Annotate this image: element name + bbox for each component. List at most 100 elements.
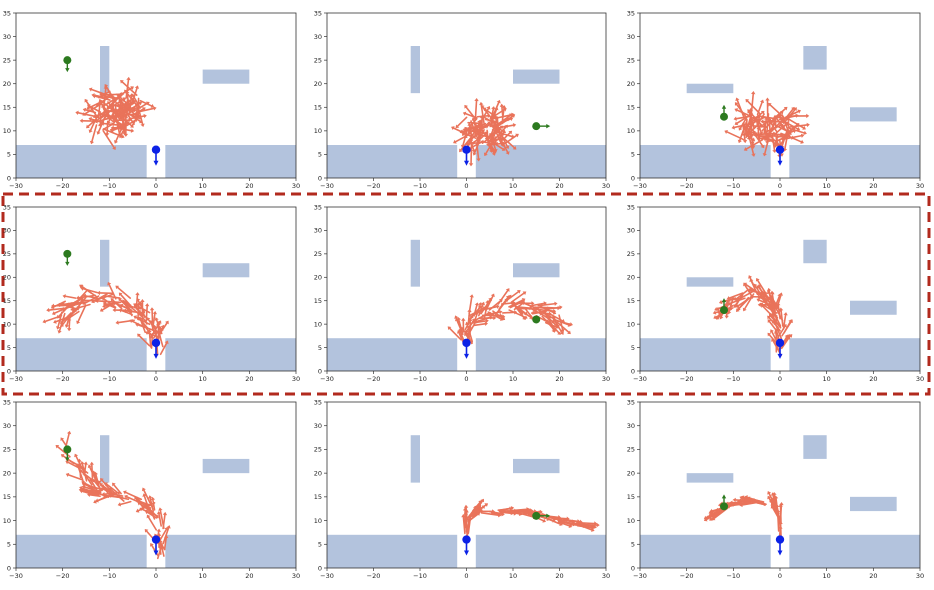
x-tick-label: −30: [320, 572, 334, 580]
y-tick-label: 35: [3, 398, 11, 406]
obstacle-block: [850, 107, 897, 121]
x-tick-label: 30: [602, 182, 610, 190]
goal-point: [720, 502, 728, 510]
obstacle-block: [850, 301, 897, 315]
x-tick-label: 10: [199, 182, 207, 190]
goal-point: [63, 445, 71, 453]
field-arrow-shaft: [69, 315, 70, 329]
x-tick-label: −20: [367, 572, 381, 580]
obstacle-block: [100, 240, 109, 287]
y-tick-label: 35: [314, 203, 322, 211]
x-tick-label: −20: [56, 572, 70, 580]
obstacle-block: [803, 46, 826, 70]
obstacle-block: [850, 497, 897, 511]
y-tick-label: 30: [3, 227, 11, 235]
y-tick-label: 10: [3, 320, 11, 328]
goal-point: [532, 122, 540, 130]
x-tick-label: −30: [633, 375, 647, 383]
x-tick-label: 0: [154, 182, 158, 190]
ground-left: [16, 338, 147, 371]
field-arrow-shaft: [577, 523, 594, 524]
x-tick-label: −20: [56, 375, 70, 383]
x-tick-label: −20: [56, 182, 70, 190]
obstacle-block: [203, 70, 250, 84]
y-tick-label: 10: [314, 517, 322, 525]
y-tick-label: 30: [3, 33, 11, 41]
y-tick-label: 0: [318, 174, 322, 182]
obstacle-block: [513, 70, 560, 84]
x-tick-label: 0: [778, 182, 782, 190]
start-point: [776, 146, 784, 154]
ground-right: [476, 338, 606, 371]
y-tick-label: 25: [627, 250, 635, 258]
x-tick-label: 10: [199, 375, 207, 383]
y-tick-label: 25: [3, 250, 11, 258]
y-tick-label: 35: [627, 398, 635, 406]
x-tick-label: 20: [869, 375, 877, 383]
obstacle-block: [100, 435, 109, 482]
y-tick-label: 10: [3, 127, 11, 135]
y-tick-label: 0: [7, 174, 11, 182]
ground-right: [789, 145, 920, 178]
y-tick-label: 30: [3, 422, 11, 430]
start-point: [152, 535, 160, 543]
ground-left: [327, 535, 457, 568]
ground-right: [165, 145, 296, 178]
x-tick-label: 10: [509, 572, 517, 580]
y-tick-label: 0: [631, 367, 635, 375]
x-tick-label: −10: [413, 182, 427, 190]
x-tick-label: −10: [726, 182, 740, 190]
x-tick-label: 0: [154, 572, 158, 580]
y-tick-label: 10: [314, 127, 322, 135]
obstacle-block: [203, 263, 250, 277]
start-point: [776, 535, 784, 543]
y-tick-label: 25: [314, 56, 322, 64]
x-tick-label: −10: [102, 375, 116, 383]
y-tick-label: 0: [7, 367, 11, 375]
y-tick-label: 15: [314, 297, 322, 305]
y-tick-label: 5: [7, 151, 11, 159]
y-tick-label: 0: [631, 174, 635, 182]
field-arrow-shaft: [475, 101, 476, 118]
y-tick-label: 35: [314, 9, 322, 17]
x-tick-label: −30: [633, 182, 647, 190]
goal-point: [532, 315, 540, 323]
y-tick-label: 20: [314, 80, 322, 88]
y-tick-label: 20: [3, 274, 11, 282]
y-tick-label: 0: [318, 564, 322, 572]
x-tick-label: 20: [869, 182, 877, 190]
goal-point: [720, 113, 728, 121]
x-tick-label: −10: [102, 572, 116, 580]
y-tick-label: 5: [318, 344, 322, 352]
y-tick-label: 15: [314, 104, 322, 112]
start-point: [152, 146, 160, 154]
y-tick-label: 20: [3, 469, 11, 477]
ground-right: [165, 535, 296, 568]
y-tick-label: 35: [627, 203, 635, 211]
x-tick-label: −10: [102, 182, 116, 190]
start-point: [462, 146, 470, 154]
start-point: [462, 535, 470, 543]
y-tick-label: 15: [627, 297, 635, 305]
ground-right: [789, 338, 920, 371]
x-tick-label: 20: [869, 572, 877, 580]
y-tick-label: 20: [627, 469, 635, 477]
x-tick-label: 20: [245, 572, 253, 580]
x-tick-label: −10: [726, 375, 740, 383]
x-tick-label: −30: [633, 572, 647, 580]
x-tick-label: −20: [367, 182, 381, 190]
x-tick-label: 30: [916, 375, 924, 383]
y-tick-label: 20: [3, 80, 11, 88]
x-tick-label: 0: [464, 375, 468, 383]
y-tick-label: 30: [627, 33, 635, 41]
